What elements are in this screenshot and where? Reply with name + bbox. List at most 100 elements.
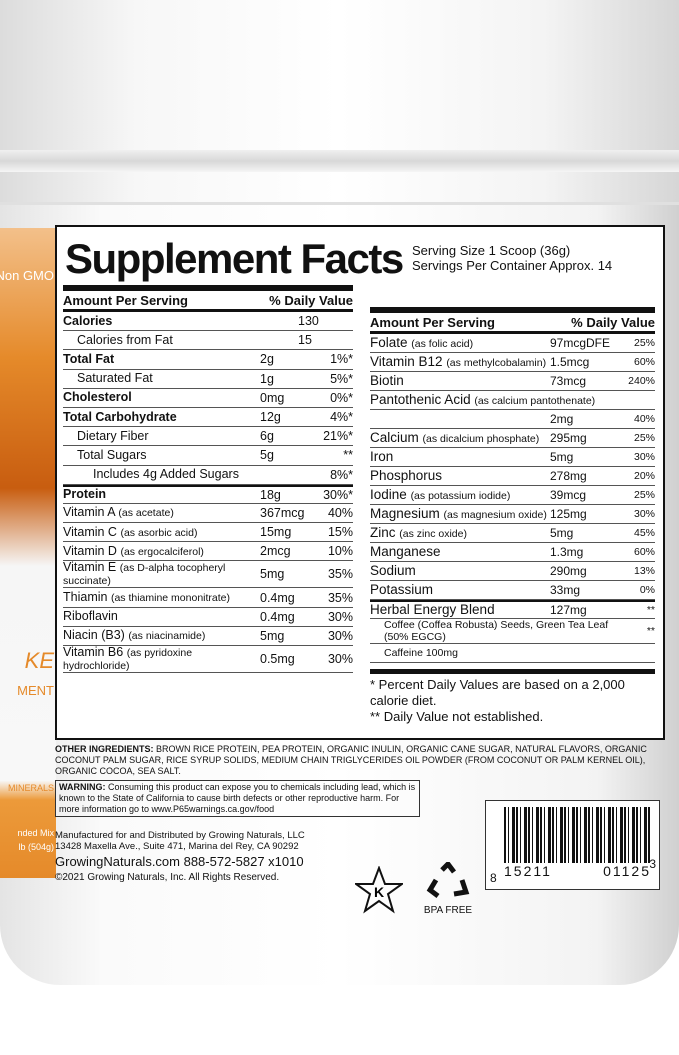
- nutrient-name: Biotin: [370, 372, 550, 388]
- nutrient-name: Thiamin (as thiamine mononitrate): [63, 591, 260, 604]
- nutrient-row: Manganese 1.3mg 60%: [370, 543, 655, 562]
- nutrient-label: Vitamin E: [63, 560, 117, 575]
- warning-label: WARNING:: [59, 782, 106, 792]
- nutrient-daily-value: 40%: [327, 505, 353, 520]
- nutrient-name: Manganese: [370, 543, 550, 559]
- nutrient-source: (as D-alpha tocopheryl succinate): [63, 562, 226, 588]
- nutrient-daily-value: 25%: [633, 489, 655, 501]
- nutrient-label: Includes 4g Added Sugars: [93, 467, 239, 482]
- non-gmo-text: Non GMO: [0, 268, 54, 283]
- nutrient-name: Phosphorus: [370, 468, 550, 483]
- bpa-free-text: BPA FREE: [423, 905, 473, 916]
- nutrient-amount: 2mg: [550, 412, 574, 426]
- nutrient-label: Vitamin D: [63, 543, 117, 558]
- nutrient-row: Folate (as folic acid) 97mcgDFE 25%: [370, 334, 655, 353]
- bpa-free-badge: BPA FREE: [418, 860, 478, 916]
- nutrient-label: Sodium: [370, 562, 416, 578]
- nutrient-daily-value: 21%*: [323, 429, 353, 444]
- nutrient-name: Protein: [63, 488, 260, 501]
- nutrient-label: Caffeine 100mg: [384, 647, 458, 659]
- nutrient-amount: 2mcg: [260, 544, 291, 559]
- nutrient-label: Biotin: [370, 372, 404, 388]
- nutrient-amount: 127mg: [550, 603, 587, 617]
- nutrient-label: Potassium: [370, 581, 434, 597]
- nutrient-daily-value: 35%: [327, 567, 353, 582]
- nutrient-amount: 1.3mg: [550, 545, 584, 559]
- nutrient-amount: 5mg: [260, 628, 285, 643]
- recycle-icon: [426, 860, 470, 898]
- nutrient-amount: 18g: [260, 487, 281, 502]
- footnote: * Percent Daily Values are based on a 2,…: [370, 677, 625, 708]
- nutrient-label: Herbal Energy Blend: [370, 601, 495, 617]
- nutrient-name: Vitamin D (as ergocalciferol): [63, 545, 260, 558]
- nutrient-daily-value: 30%: [327, 628, 353, 643]
- container-lid: [0, 0, 679, 205]
- nutrient-name: Vitamin C (as asorbic acid): [63, 525, 260, 539]
- divider: [63, 285, 353, 291]
- nutrient-row: Magnesium (as magnesium oxide) 125mg 30%: [370, 505, 655, 524]
- nutrient-daily-value: 30%*: [323, 487, 353, 502]
- nutrient-amount: 125mg: [550, 507, 587, 521]
- nutrient-daily-value: 0%*: [330, 390, 353, 405]
- nutrient-daily-value: 4%*: [330, 410, 353, 425]
- nutrient-label: Manganese: [370, 543, 441, 559]
- nutrient-name: Includes 4g Added Sugars: [63, 468, 315, 481]
- nutrient-name: Vitamin E (as D-alpha tocopheryl succina…: [63, 561, 260, 587]
- barcode-digits: 15211 01125: [504, 863, 651, 879]
- column-header: Amount Per Serving % Daily Value: [63, 293, 353, 312]
- upc-barcode: 15211 01125 8 3: [485, 800, 660, 890]
- right-column: Amount Per Serving % Daily Value Folate (…: [370, 307, 655, 725]
- nutrient-label: Calories from Fat: [77, 332, 173, 347]
- column-header: Amount Per Serving % Daily Value: [370, 315, 655, 334]
- nutrient-name: Riboflavin: [63, 610, 260, 623]
- prop65-warning: WARNING: Consuming this product can expo…: [55, 780, 420, 817]
- nutrient-row: 2mg 40%: [370, 410, 655, 429]
- nutrient-name: Saturated Fat: [63, 372, 260, 385]
- nutrient-amount: 39mcg: [550, 488, 587, 502]
- nutrient-amount: 2g: [260, 352, 274, 367]
- nutrient-list: Folate (as folic acid) 97mcgDFE 25% Vitamin…: [370, 334, 655, 663]
- nutrient-daily-value: 25%: [633, 432, 655, 444]
- mix-text: nded Mix: [17, 828, 54, 838]
- nutrient-source: (as potassium iodide): [410, 489, 511, 502]
- nutrient-label: Iron: [370, 448, 394, 464]
- nutrient-row: Iron 5mg 30%: [370, 448, 655, 467]
- barcode-bars: [504, 807, 651, 863]
- nutrient-daily-value: 13%: [633, 565, 655, 577]
- panel-title: Supplement Facts: [65, 235, 404, 282]
- nutrient-amount: 290mg: [550, 564, 587, 578]
- nutrient-row: Calcium (as dicalcium phosphate) 295mg 25%: [370, 429, 655, 448]
- nutrient-name: Folate (as folic acid): [370, 335, 550, 350]
- nutrient-source: (as folic acid): [411, 337, 474, 350]
- nutrient-label: Vitamin B6: [63, 645, 124, 659]
- nutrient-source: (as asorbic acid): [120, 526, 198, 539]
- nutrient-amount: 33mg: [550, 583, 581, 597]
- nutrient-row: Includes 4g Added Sugars 8%*: [63, 466, 353, 485]
- nutrient-source: (as methylcobalamin): [446, 356, 547, 369]
- nutrient-label: Calories: [63, 313, 113, 328]
- nutrient-row: Saturated Fat 1g 5%*: [63, 370, 353, 389]
- ingredients-text: BROWN RICE PROTEIN, PEA PROTEIN, ORGANIC…: [55, 744, 647, 776]
- nutrient-row: Zinc (as zinc oxide) 5mg 45%: [370, 524, 655, 543]
- nutrient-amount: 15: [298, 333, 312, 348]
- nutrient-source: (as pyridoxine hydrochloride): [63, 647, 193, 672]
- minerals-text: MINERALS: [7, 783, 54, 793]
- nutrient-label: Dietary Fiber: [77, 428, 149, 443]
- supplement-facts-panel: Supplement Facts Serving Size 1 Scoop (3…: [55, 225, 665, 740]
- website-phone: GrowingNaturals.com 888-572-5827 x1010: [55, 854, 304, 869]
- nutrient-daily-value: 10%: [327, 544, 353, 559]
- nutrient-label: Cholesterol: [63, 390, 132, 405]
- nutrient-name: Total Fat: [63, 353, 260, 366]
- nutrient-label: Pantothenic Acid: [370, 391, 471, 407]
- dv-header: % Daily Value: [269, 293, 353, 308]
- nutrient-daily-value: 30%: [327, 609, 353, 624]
- nutrient-amount: 12g: [260, 410, 281, 425]
- nutrient-daily-value: 0%: [639, 584, 655, 596]
- footnotes: * Percent Daily Values are based on a 2,…: [370, 669, 655, 725]
- other-ingredients: OTHER INGREDIENTS: BROWN RICE PROTEIN, P…: [55, 744, 665, 777]
- nutrient-amount: 73mcg: [550, 374, 587, 388]
- nutrient-label: Vitamin B12: [370, 353, 443, 369]
- product-name-fragment: KE: [24, 648, 54, 673]
- nutrient-daily-value: **: [646, 604, 655, 616]
- nutrient-name: Vitamin B12 (as methylcobalamin): [370, 353, 550, 369]
